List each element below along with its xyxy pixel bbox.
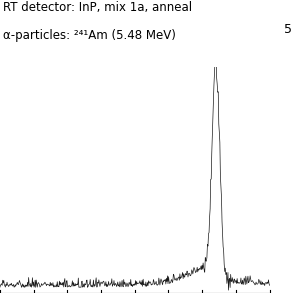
Text: α-particles: ²⁴¹Am (5.48 MeV): α-particles: ²⁴¹Am (5.48 MeV)	[3, 29, 176, 42]
Text: 5: 5	[284, 23, 292, 36]
Text: RT detector: InP, mix 1a, anneal: RT detector: InP, mix 1a, anneal	[3, 1, 192, 14]
